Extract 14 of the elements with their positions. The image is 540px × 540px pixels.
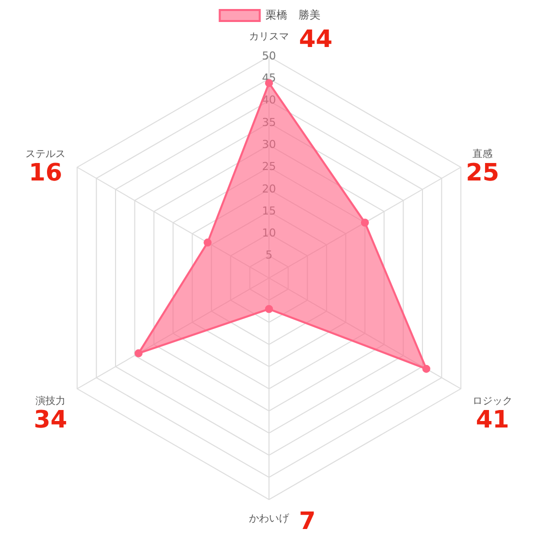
spoke-label: 直感 [472,148,493,160]
y-tick-label: 50 [262,49,276,62]
text: 7 [299,507,316,536]
spoke-label: かわいげ [249,512,290,525]
spoke-label: 演技力 [35,395,66,408]
spoke-label: ステルス [25,149,66,160]
legend-label: 栗橋 勝美 [265,8,320,22]
text: 44 [299,25,332,54]
spoke-label: カリスマ [249,32,289,43]
text: 41 [476,406,510,434]
text: 25 [466,158,500,187]
spoke-label: ロジック [472,396,513,408]
text: 34 [34,406,68,434]
text: 16 [28,158,62,187]
